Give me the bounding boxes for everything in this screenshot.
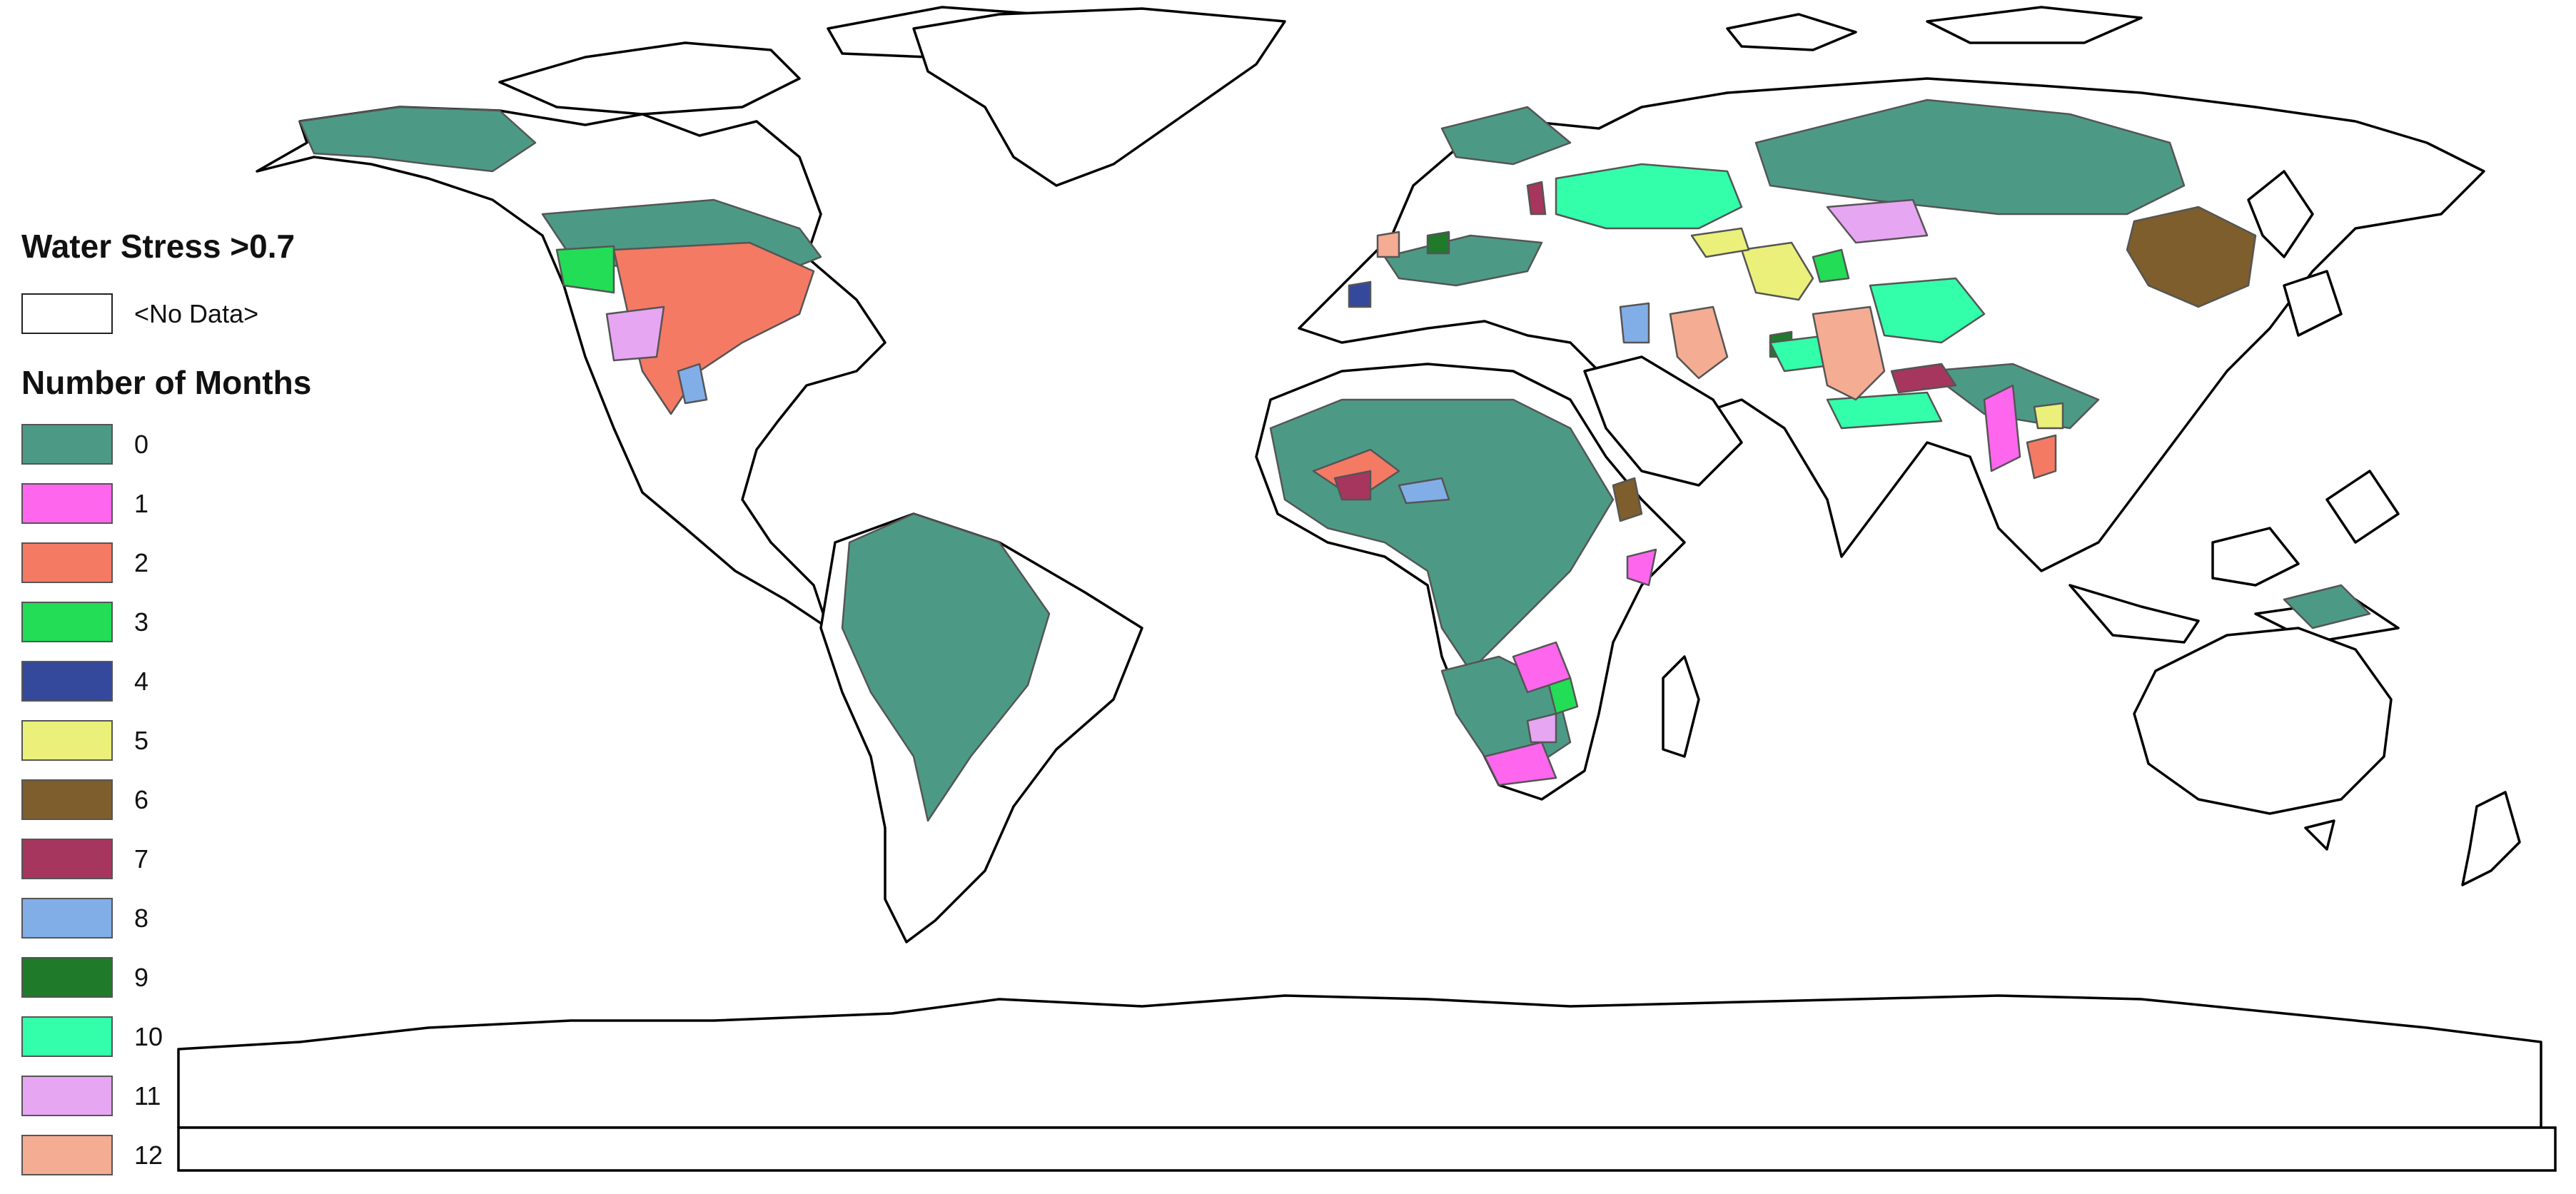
legend-row-8: 8 xyxy=(21,889,393,948)
legend-row-6: 6 xyxy=(21,770,393,829)
legend-row-4: 4 xyxy=(21,652,393,711)
legend-row-11: 11 xyxy=(21,1066,393,1125)
legend-swatch-1 xyxy=(21,483,113,524)
legend-row-3: 3 xyxy=(21,592,393,652)
basin-class-5 xyxy=(1690,227,2064,430)
legend-swatch-8 xyxy=(21,898,113,938)
basin-class-10 xyxy=(1555,163,1986,430)
legend-swatch-2 xyxy=(21,542,113,583)
arabian-peninsula xyxy=(1583,355,1743,487)
madagascar xyxy=(1662,655,1700,758)
legend-swatch-4 xyxy=(21,661,113,702)
basin-class-6 xyxy=(1612,206,2257,522)
legend-row-1: 1 xyxy=(21,474,393,533)
legend-row-7: 7 xyxy=(21,829,393,889)
legend-swatch-3 xyxy=(21,602,113,642)
legend-swatch-12 xyxy=(21,1135,113,1175)
legend-row-2: 2 xyxy=(21,533,393,592)
basin-class-11 xyxy=(605,198,1929,744)
legend-title: Water Stress >0.7 xyxy=(21,228,296,265)
basin-class-1 xyxy=(1483,384,2021,786)
legend-label-9: 9 xyxy=(134,962,149,992)
legend-row-0: 0 xyxy=(21,415,393,474)
legend-row-5: 5 xyxy=(21,711,393,770)
tasmania xyxy=(2304,819,2335,851)
legend-label-4: 4 xyxy=(134,666,149,696)
legend-swatch-9 xyxy=(21,957,113,998)
map-frame-bottom xyxy=(177,1126,2557,1172)
legend-row-10: 10 xyxy=(21,1007,393,1066)
australia xyxy=(2133,627,2393,815)
legend-class-list: 0 1 2 3 4 5 6 7 8 9 10 11 12 xyxy=(21,415,393,1185)
legend-row-12: 12 xyxy=(21,1125,393,1185)
antarctica xyxy=(177,994,2542,1129)
legend-label-1: 1 xyxy=(134,488,149,518)
legend-label-12: 12 xyxy=(134,1140,163,1170)
legend-subtitle: Number of Months xyxy=(21,364,312,401)
legend-no-data-row: <No Data> xyxy=(21,284,393,343)
legend-swatch-0 xyxy=(21,424,113,465)
legend-label-10: 10 xyxy=(134,1021,163,1051)
legend-swatch-10 xyxy=(21,1016,113,1057)
legend-swatch-6 xyxy=(21,779,113,820)
legend-swatch-7 xyxy=(21,839,113,879)
no-data-label: <No Data> xyxy=(134,298,259,328)
legend-label-3: 3 xyxy=(134,607,149,637)
greenland xyxy=(912,7,1286,187)
basin-class-8 xyxy=(677,302,1650,505)
no-data-swatch xyxy=(21,293,113,334)
legend-swatch-5 xyxy=(21,720,113,761)
legend-label-2: 2 xyxy=(134,547,149,577)
basin-class-3 xyxy=(555,245,1850,715)
legend: Water Stress >0.7 <No Data> Number of Mo… xyxy=(21,227,393,1185)
legend-label-11: 11 xyxy=(134,1081,161,1110)
basin-class-12 xyxy=(1376,231,1886,401)
legend-label-8: 8 xyxy=(134,903,149,933)
legend-row-9: 9 xyxy=(21,948,393,1007)
basin-class-4 xyxy=(1348,280,1372,308)
legend-label-7: 7 xyxy=(134,844,149,874)
legend-label-0: 0 xyxy=(134,429,149,459)
legend-label-6: 6 xyxy=(134,784,149,814)
legend-swatch-11 xyxy=(21,1076,113,1116)
new-zealand xyxy=(2461,791,2521,886)
legend-label-5: 5 xyxy=(134,725,149,755)
basin-class-7 xyxy=(1333,181,1957,501)
